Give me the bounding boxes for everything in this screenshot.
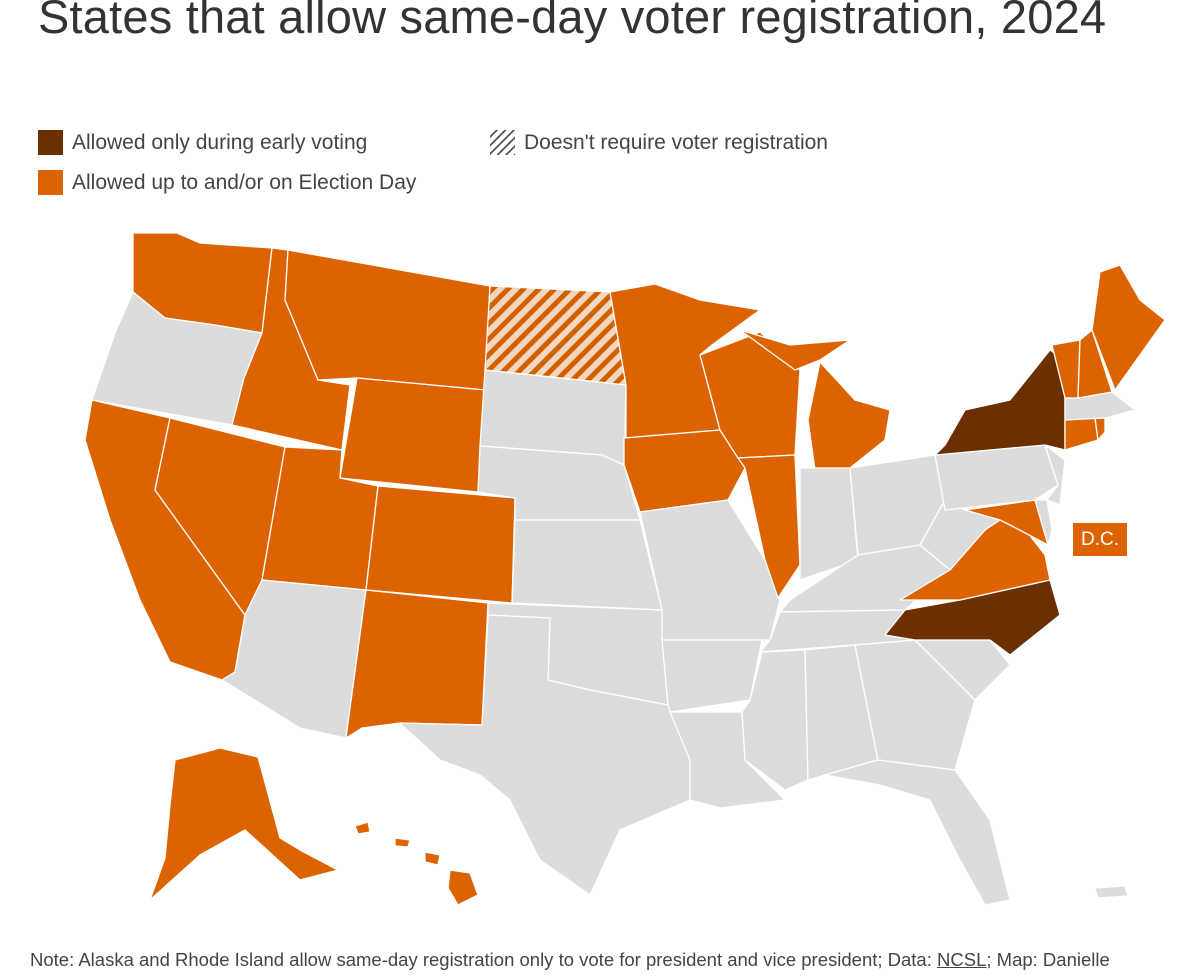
state-CO	[365, 485, 516, 604]
legend: Allowed only during early voting Allowed…	[38, 130, 938, 210]
state-DE	[1034, 499, 1053, 546]
state-AR	[661, 639, 763, 713]
state-GA	[854, 639, 976, 771]
state-NM	[345, 589, 489, 739]
dc-label: D.C.	[1073, 523, 1127, 556]
state-CT	[1064, 417, 1099, 451]
footnote-suffix: ; Map: Danielle	[986, 949, 1110, 970]
legend-item-early-voting: Allowed only during early voting	[38, 130, 367, 155]
legend-label-early-voting: Allowed only during early voting	[72, 130, 368, 154]
state-ND	[484, 285, 627, 386]
state-HI-oahu	[394, 837, 411, 848]
legend-item-no-registration: Doesn't require voter registration	[490, 130, 828, 155]
legend-swatch-no-registration	[490, 130, 515, 155]
state-IL	[737, 454, 801, 599]
state-WY	[339, 377, 486, 493]
state-MT	[284, 249, 491, 391]
state-HI	[447, 869, 479, 906]
state-NH	[1077, 329, 1113, 399]
state-NC	[884, 579, 1061, 656]
state-MI-lower	[807, 361, 891, 471]
state-MI	[739, 329, 851, 371]
legend-label-election-day: Allowed up to and/or on Election Day	[72, 170, 417, 194]
us-map	[84, 232, 1166, 906]
state-TX	[399, 614, 691, 896]
map-title: States that allow same-day voter registr…	[38, 0, 1107, 43]
state-HI-maui	[424, 851, 441, 866]
state-FL	[824, 759, 1011, 906]
state-NY	[934, 349, 1066, 456]
source-link-ncsl[interactable]: NCSL	[937, 949, 987, 970]
legend-label-no-registration: Doesn't require voter registration	[524, 130, 828, 154]
footnote-text: Note: Alaska and Rhode Island allow same…	[30, 949, 938, 970]
legend-item-election-day: Allowed up to and/or on Election Day	[38, 170, 416, 195]
legend-swatch-early-voting	[38, 130, 63, 155]
state-KS	[511, 519, 663, 611]
state-NJ	[1044, 444, 1066, 506]
state-AK	[149, 747, 339, 901]
legend-swatch-election-day	[38, 170, 63, 195]
footnote: Note: Alaska and Rhode Island allow same…	[30, 949, 1200, 971]
state-MO	[639, 499, 781, 641]
state-HI-kauai	[354, 821, 371, 835]
territory-PR	[1094, 885, 1129, 899]
state-ME	[1091, 264, 1166, 391]
state-MN	[609, 283, 761, 439]
